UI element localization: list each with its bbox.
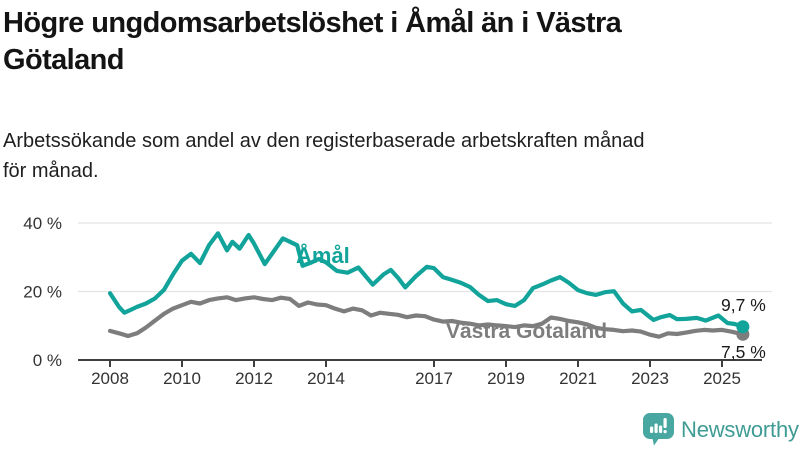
x-tick-label: 2023 <box>631 369 669 388</box>
y-tick-label: 40 % <box>23 214 62 233</box>
title-line-1: Högre ungdomsarbetslöshet i Åmål än i Vä… <box>3 7 622 39</box>
x-tick-label: 2014 <box>307 369 345 388</box>
speech-bubble-shape <box>643 413 674 446</box>
page-title: Högre ungdomsarbetslöshet i Åmål än i Vä… <box>3 5 622 79</box>
x-tick-label: 2010 <box>163 369 201 388</box>
series-line-v-stra-g-taland <box>107 295 746 339</box>
series-label: Åmål <box>296 242 350 268</box>
x-tick-label: 2021 <box>559 369 597 388</box>
y-tick-label: 0 % <box>33 351 62 370</box>
series-label: Västra Götaland <box>446 320 607 343</box>
newsworthy-icon <box>643 413 674 446</box>
newsworthy-wordmark: Newsworthy <box>681 416 799 442</box>
subtitle-line-1: Arbetssökande som andel av den registerb… <box>3 130 645 152</box>
y-tick-label: 20 % <box>23 283 62 302</box>
subtitle-line-2: för månad. <box>3 160 99 182</box>
x-tick-label: 2019 <box>487 369 525 388</box>
x-tick-label: 2012 <box>235 369 273 388</box>
series-end-dot <box>736 320 750 334</box>
title-line-2: Götaland <box>3 44 124 77</box>
series-line--m-l <box>107 231 746 329</box>
chart-subtitle: Arbetssökande som andel av den registerb… <box>3 126 645 186</box>
bar-chart-glyph <box>650 418 667 434</box>
end-value-label: 7,5 % <box>721 342 766 362</box>
x-tick-label: 2025 <box>703 369 741 388</box>
x-tick-label: 2008 <box>91 369 129 388</box>
x-tick-label: 2017 <box>415 369 453 388</box>
newsworthy-logo[interactable]: Newsworthy <box>643 413 799 446</box>
end-value-label: 9,7 % <box>721 295 766 315</box>
